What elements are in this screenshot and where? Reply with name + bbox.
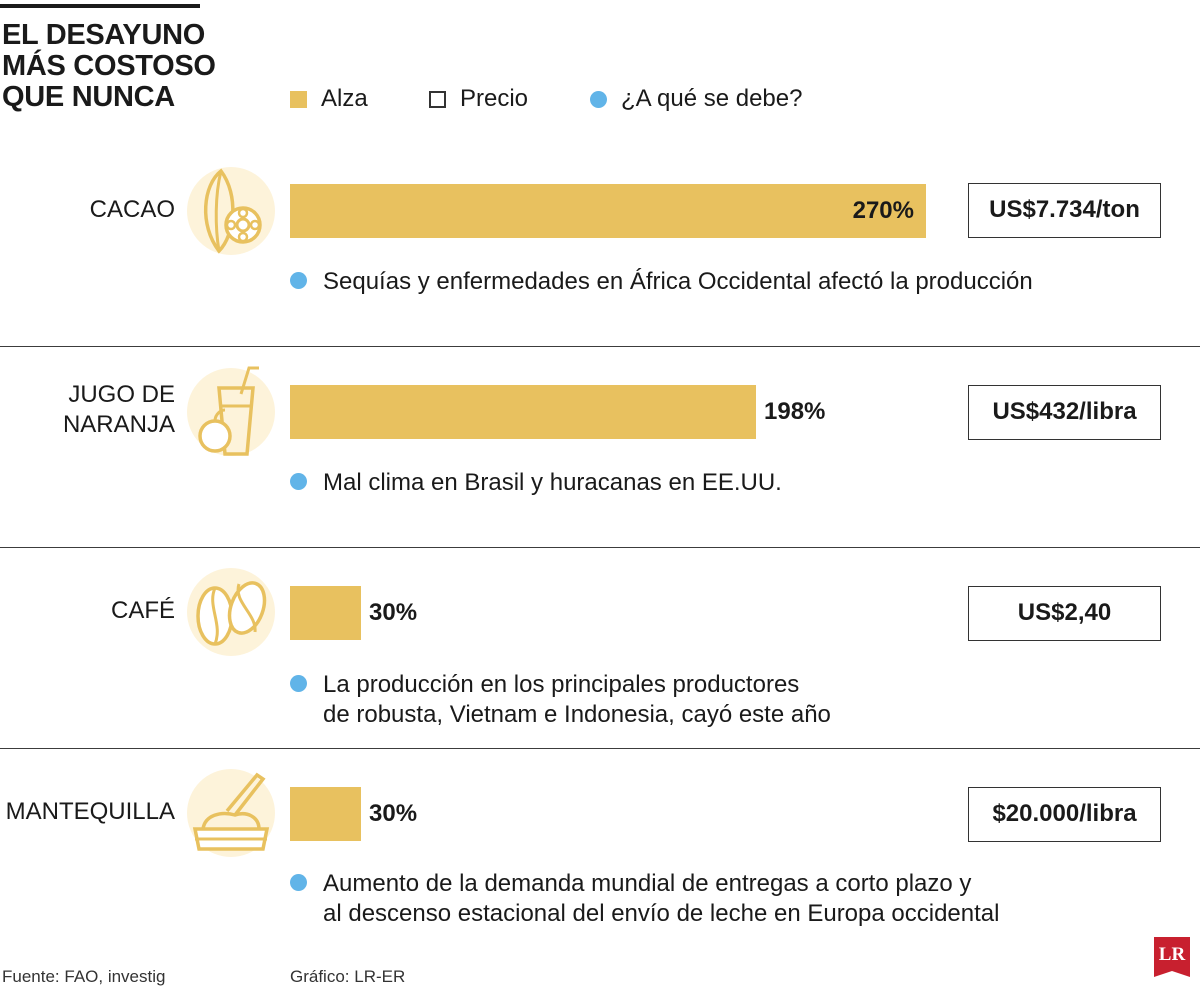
top-rule: [0, 4, 200, 8]
reason: La producción en los principales product…: [290, 670, 1170, 730]
legend-alza-swatch: [290, 90, 307, 108]
category-label-line: JUGO DE: [68, 381, 175, 408]
reason: Sequías y enfermedades en África Occiden…: [290, 267, 1170, 297]
reason-dot: [290, 272, 307, 289]
category-label-line: NARANJA: [62, 411, 175, 438]
category-label-line: CACAO: [89, 196, 175, 223]
reason-line: al descenso estacional del envío de lech…: [323, 900, 1000, 927]
category-label: JUGO DE NARANJA: [63, 380, 175, 440]
butter-icon: [187, 769, 275, 857]
reason-dot: [290, 473, 307, 490]
reason-text: La producción en los principales product…: [323, 670, 1170, 730]
title-line: EL DESAYUNO: [2, 19, 205, 51]
title-line: QUE NUNCA: [2, 81, 175, 113]
price-box: US$2,40: [968, 586, 1161, 641]
alza-bar: [290, 385, 756, 439]
category-label: CAFÉ: [111, 596, 175, 626]
row-divider: [0, 547, 1200, 548]
legend-alza: Alza: [290, 84, 368, 114]
reason-dot: [290, 874, 307, 891]
orange-juice-icon: [187, 366, 275, 456]
coffee-beans-icon: [187, 568, 275, 656]
alza-bar: [290, 184, 926, 238]
category-label-line: MANTEQUILLA: [5, 798, 175, 825]
legend-precio-swatch: [429, 90, 446, 108]
price-box: US$7.734/ton: [968, 183, 1161, 238]
reason-line: Sequías y enfermedades en África Occiden…: [323, 268, 1033, 295]
category-label: MANTEQUILLA: [6, 797, 175, 827]
reason-line: de robusta, Vietnam e Indonesia, cayó es…: [323, 701, 831, 728]
reason-text: Sequías y enfermedades en África Occiden…: [323, 267, 1170, 297]
legend-alza-label: Alza: [321, 85, 368, 112]
reason: Aumento de la demanda mundial de entrega…: [290, 869, 1170, 929]
legend-precio-label: Precio: [460, 85, 529, 112]
chart-title: EL DESAYUNO MÁS COSTOSO QUE NUNCA: [2, 20, 262, 113]
reason-line: Aumento de la demanda mundial de entrega…: [323, 870, 972, 897]
reason-line: Mal clima en Brasil y huracanas en EE.UU…: [323, 469, 782, 496]
lr-logo: LR: [1154, 937, 1190, 977]
source-note: Fuente: FAO, investig: [2, 967, 166, 986]
reason-text: Aumento de la demanda mundial de entrega…: [323, 869, 1170, 929]
reason: Mal clima en Brasil y huracanas en EE.UU…: [290, 468, 1170, 498]
alza-value-label: 198%: [764, 398, 826, 425]
cacao-icon: [187, 167, 275, 255]
alza-value-label: 270%: [852, 197, 914, 224]
alza-bar: [290, 586, 361, 640]
category-label-line: CAFÉ: [110, 597, 175, 624]
reason-text: Mal clima en Brasil y huracanas en EE.UU…: [323, 468, 1170, 498]
graphic-credit: Gráfico: LR-ER: [290, 967, 406, 986]
alza-bar: [290, 787, 361, 841]
row-divider: [0, 748, 1200, 749]
category-label: CACAO: [90, 195, 175, 225]
row-divider: [0, 346, 1200, 347]
price-box: US$432/libra: [968, 385, 1161, 440]
alza-value-label: 30%: [369, 599, 418, 626]
reason-dot: [290, 675, 307, 692]
legend-reason: ¿A qué se debe?: [590, 84, 802, 114]
alza-value-label: 30%: [369, 800, 418, 827]
legend-precio: Precio: [429, 84, 528, 114]
reason-line: La producción en los principales product…: [323, 671, 800, 698]
legend-reason-dot: [590, 90, 607, 108]
legend-reason-label: ¿A qué se debe?: [621, 85, 803, 112]
title-line: MÁS COSTOSO: [2, 50, 216, 82]
price-box: $20.000/libra: [968, 787, 1161, 842]
